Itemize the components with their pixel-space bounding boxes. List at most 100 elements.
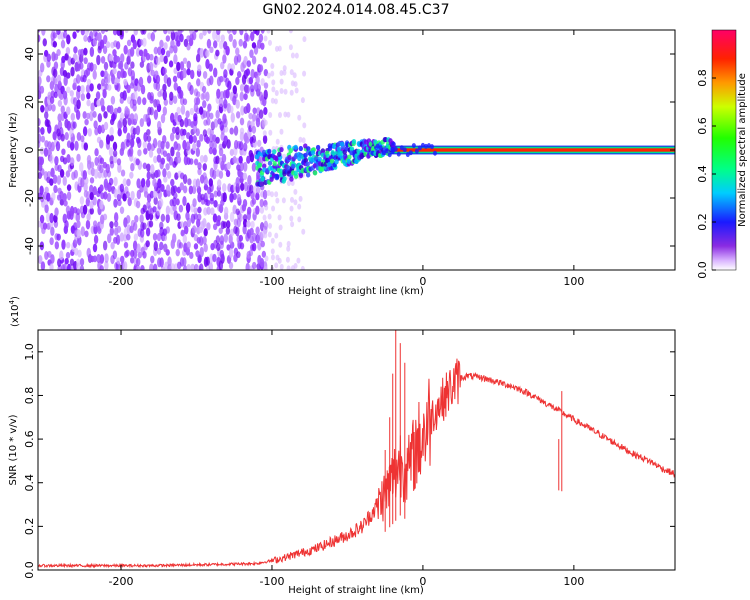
spectrogram-cell [102,88,107,99]
spectrogram-cell [255,226,260,235]
spectrogram-cell [52,76,58,86]
spectrogram-cell [180,30,185,33]
spectrogram-cell [169,91,174,102]
spectrogram-cell [96,54,101,66]
spectrogram-cell [219,249,225,259]
spectrogram-cell [298,172,304,179]
spectrogram-cell [56,233,61,241]
spectrogram-cell [49,263,54,270]
spectrogram-cell [175,151,181,159]
spectrogram-cell [279,263,284,270]
spectrogram-cell [213,67,218,78]
spectrogram-cell [142,204,147,213]
spectrogram-cell [208,178,213,187]
spectrogram-cell [193,207,198,214]
spectrogram-cell [73,169,79,179]
spectrogram-cell [72,53,78,62]
spectrogram-cell [163,42,168,50]
spectrogram-cell [99,164,104,174]
spectrogram-cell [289,89,294,96]
spectrogram-cell [107,233,112,244]
spectrogram-cell [182,139,187,151]
spectrogram-cell [232,30,237,35]
spectrogram-cell [251,55,257,65]
spectrogram-cell [179,33,184,43]
spectrogram-cell [82,111,87,119]
spectrogram-cell [298,145,304,152]
spectrogram-cell [40,168,45,176]
spectrogram-cell [153,109,159,120]
spectrogram-cell [165,205,171,215]
spectrogram-cell [220,34,225,42]
spectrogram-cell [246,220,251,228]
spectrogram-cell [252,107,257,114]
spectrogram-cell [212,253,217,263]
spectrogram-cell [109,155,114,165]
spectrogram-cell [192,142,197,151]
colorbar-tick-label: 0.0 [696,261,709,279]
spectrogram-cell [205,91,210,102]
y-tick-label: 0.0 [23,561,36,579]
spectrogram-cell [250,31,255,42]
spectrogram-cell [116,82,121,92]
spectrogram-cell [39,147,45,155]
spectrogram-cell [223,98,228,109]
spectrogram-cell [193,212,198,220]
spectrogram-cell [298,195,303,202]
spectrogram-cell [202,236,207,245]
spectrogram-cell [65,251,71,259]
spectrogram-cell [252,261,257,270]
spectrogram-cell [202,30,207,36]
spectrogram-cell [120,255,125,263]
spectrogram-cell [67,56,72,66]
spectrogram-cell [289,69,294,76]
spectrogram-cell [59,169,65,178]
spectrogram-cell [39,62,45,73]
spectrogram-cell [255,205,260,215]
spectrogram-cell [147,32,152,40]
y-tick-label: -40 [23,237,36,255]
spectrogram-cell [262,214,267,221]
spectrogram-cell [124,30,129,34]
spectrogram-cell [245,34,250,42]
spectrogram-cell [384,148,389,154]
spectrogram-cell [293,199,298,206]
spectrogram-cell [258,109,264,119]
spectrogram-cell [260,30,265,34]
spectrogram-cell [153,240,158,252]
spectrogram-cell [202,217,207,228]
y-tick-label: -20 [23,189,36,207]
spectrogram-cell [249,227,254,236]
spectrogram-cell [315,144,321,151]
spectrogram-cell [212,134,217,143]
spectrogram-cell [130,162,135,172]
spectrogram-cell [197,213,202,221]
spectrogram-cell [61,55,66,64]
spectrogram-cell [251,134,257,143]
spectrogram-cell [179,61,185,71]
spectrogram-cell [52,32,57,39]
spectrogram-cell [173,192,178,200]
spectrogram-cell [262,56,267,64]
spectrogram-cell [170,146,175,157]
spectrogram-cell [172,185,178,194]
spectrogram-cell [408,150,413,156]
spectrogram-cell [165,226,170,234]
spectrogram-cell [130,256,135,264]
spectrogram-cell [205,110,211,119]
spectrogram-cell [132,39,138,50]
spectrogram-cell [66,106,71,116]
spectrogram-cell [142,30,147,35]
spectrogram-cell [290,221,295,228]
spectrogram-cell [138,49,144,57]
snr-plot: -200 -100 0 100 0.0 0.2 0.4 0.6 0.8 1.0 Height o… [8,296,676,596]
spectrogram-cell [148,220,154,228]
spectrogram-cell [99,157,105,165]
spectrogram-cell [264,204,269,211]
spectrogram-cell [55,141,61,152]
spectrogram-cell [143,185,148,195]
spectrogram-cell [190,263,195,270]
spectrogram-cell [209,46,214,54]
spectrogram-cell [146,135,152,143]
spectrogram-cell [85,191,91,201]
